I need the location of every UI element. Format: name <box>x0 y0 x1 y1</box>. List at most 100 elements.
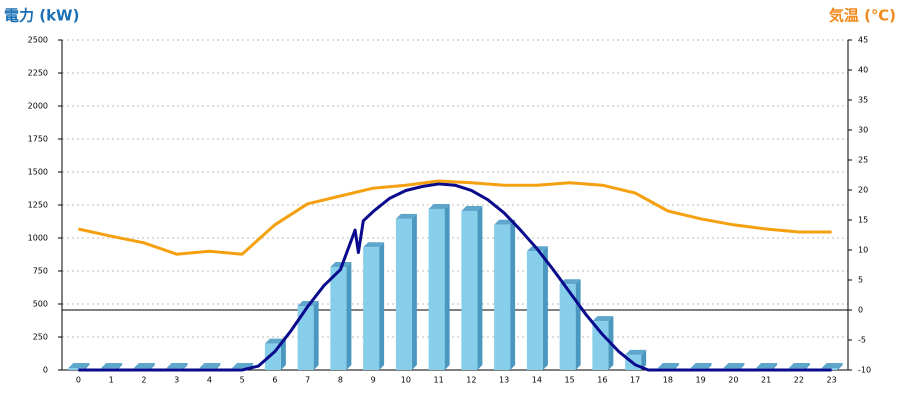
bar-side <box>84 363 90 370</box>
bar <box>395 218 412 370</box>
bar-top <box>821 363 843 368</box>
y-tick-label: 1500 <box>28 168 48 177</box>
bar-top <box>756 363 778 368</box>
bar-side <box>510 219 516 370</box>
x-tick-label: 22 <box>794 376 804 385</box>
bar-side <box>117 363 123 370</box>
x-tick-label: 11 <box>434 376 444 385</box>
bar-top <box>723 363 745 368</box>
bar-top <box>101 363 123 368</box>
y2-tick-label: 30 <box>858 126 868 135</box>
bar <box>494 224 511 370</box>
x-tick-label: 5 <box>240 376 245 385</box>
x-tick-label: 16 <box>597 376 607 385</box>
bar-side <box>739 363 745 370</box>
bar-top <box>559 279 581 285</box>
bar-top <box>297 300 319 306</box>
bar-top <box>68 363 90 368</box>
y2-tick-label: 45 <box>858 36 868 45</box>
x-tick-label: 21 <box>761 376 771 385</box>
bar-side <box>673 363 679 370</box>
bar-top <box>592 316 614 322</box>
x-tick-label: 17 <box>630 376 640 385</box>
x-tick-label: 10 <box>401 376 411 385</box>
bar-side <box>313 300 319 370</box>
y-tick-label: 1250 <box>28 201 48 210</box>
bar-top <box>788 363 810 368</box>
bar <box>68 368 85 370</box>
line <box>78 182 832 372</box>
y2-axis-title: 気温 (℃) <box>829 7 896 25</box>
bar-top <box>461 205 483 211</box>
x-tick-label: 19 <box>696 376 706 385</box>
y-tick-label: 250 <box>33 333 48 342</box>
bar <box>461 210 478 370</box>
bar-top <box>625 349 647 355</box>
bar-top <box>395 213 417 219</box>
y-tick-label: 500 <box>33 300 48 309</box>
bar-side <box>804 363 810 370</box>
x-tick-label: 6 <box>272 376 277 385</box>
y-tick-label: 2500 <box>28 36 48 45</box>
x-tick-label: 23 <box>827 376 837 385</box>
x-tick-label: 12 <box>466 376 476 385</box>
bar <box>363 247 380 370</box>
bar <box>592 321 609 370</box>
x-tick-label: 15 <box>565 376 575 385</box>
y-tick-label: 1750 <box>28 135 48 144</box>
y2-tick-label: 25 <box>858 156 868 165</box>
x-tick-label: 2 <box>141 376 146 385</box>
bar-side <box>182 363 188 370</box>
x-tick-label: 18 <box>663 376 673 385</box>
y-tick-label: 2000 <box>28 102 48 111</box>
x-tick-label: 7 <box>305 376 310 385</box>
y2-tick-label: 20 <box>858 186 868 195</box>
y2-tick-label: 10 <box>858 246 868 255</box>
y-tick-label: 2250 <box>28 69 48 78</box>
bar <box>559 284 576 370</box>
bar-top <box>166 363 188 368</box>
bar-side <box>280 338 286 370</box>
y2-tick-label: -5 <box>858 336 866 345</box>
bar-side <box>706 363 712 370</box>
bar <box>526 251 543 370</box>
bar-side <box>346 262 352 370</box>
bar-side <box>837 363 843 370</box>
y2-tick-label: 35 <box>858 96 868 105</box>
x-tick-label: 8 <box>338 376 343 385</box>
bar-side <box>215 363 221 370</box>
bar-side <box>772 363 778 370</box>
x-tick-label: 0 <box>76 376 81 385</box>
x-tick-label: 20 <box>728 376 738 385</box>
y-tick-label: 750 <box>33 267 48 276</box>
bar-top <box>657 363 679 368</box>
x-tick-label: 1 <box>109 376 114 385</box>
y2-tick-label: -10 <box>858 366 871 375</box>
bar-side <box>444 203 450 370</box>
bar-top <box>428 203 450 209</box>
y2-tick-label: 0 <box>858 306 863 315</box>
y2-tick-label: 40 <box>858 66 868 75</box>
y-axis-title: 電力 (kW) <box>4 7 79 25</box>
x-tick-label: 9 <box>371 376 376 385</box>
x-tick-label: 3 <box>174 376 179 385</box>
bar-top <box>363 242 385 248</box>
bar-side <box>149 363 155 370</box>
bar <box>297 305 314 370</box>
line <box>78 179 832 256</box>
y2-tick-label: 5 <box>858 276 863 285</box>
bar-side <box>477 205 483 370</box>
y2-tick-label: 15 <box>858 216 868 225</box>
bar-side <box>575 279 581 370</box>
y-tick-label: 0 <box>43 366 48 375</box>
bar-side <box>411 213 417 370</box>
x-tick-label: 14 <box>532 376 542 385</box>
bar <box>330 267 347 370</box>
bar <box>428 208 445 370</box>
bar-top <box>199 363 221 368</box>
x-tick-label: 13 <box>499 376 509 385</box>
y-tick-label: 1000 <box>28 234 48 243</box>
bar-top <box>690 363 712 368</box>
